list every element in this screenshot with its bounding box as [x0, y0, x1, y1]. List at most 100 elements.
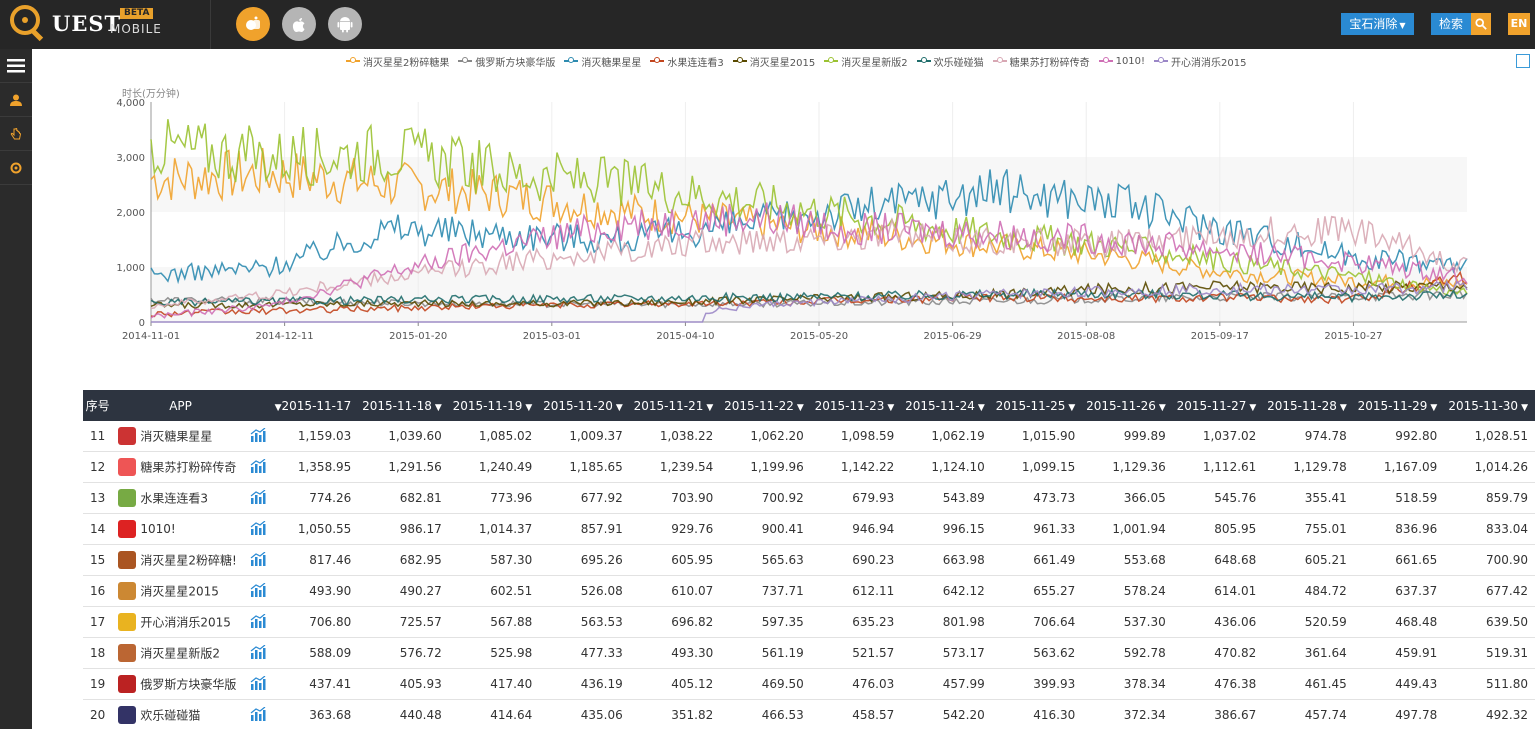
legend-item[interactable]: 水果连连看3 — [650, 54, 724, 69]
trend-chart-button[interactable] — [248, 575, 268, 607]
sidebar-menu-button[interactable] — [0, 49, 32, 83]
trend-chart-button[interactable] — [248, 606, 268, 638]
app-cell[interactable]: 糖果苏打粉碎传奇 — [112, 451, 249, 483]
app-cell[interactable]: 消灭星星2粉碎糖! — [112, 544, 249, 576]
trend-chart-button[interactable] — [248, 637, 268, 669]
table-row[interactable]: 13 水果连连看3 774.26 682.81 773.96 677.92 703.90 70… — [83, 482, 1535, 514]
column-header-date[interactable]: 2015-11-23 ▼ — [810, 390, 902, 421]
value-cell: 588.09 — [267, 637, 359, 669]
sidebar-hand-button[interactable] — [0, 117, 32, 151]
legend-item[interactable]: 欢乐碰碰猫 — [916, 54, 984, 69]
value-cell: 1,028.51 — [1444, 421, 1535, 452]
sort-arrow-icon: ▼ — [706, 402, 714, 413]
value-cell: 946.94 — [810, 513, 902, 545]
app-cell[interactable]: 欢乐碰碰猫 — [112, 699, 249, 729]
logo[interactable]: UEST MOBILE BETA — [0, 0, 211, 49]
language-button[interactable]: EN — [1508, 13, 1530, 35]
column-header-date[interactable]: 2015-11-21 ▼ — [629, 390, 721, 421]
platform-android-button[interactable] — [328, 7, 362, 41]
value-cell: 1,240.49 — [448, 451, 540, 483]
app-cell[interactable]: 俄罗斯方块豪华版 — [112, 668, 249, 700]
legend-item[interactable]: 开心消消乐2015 — [1154, 54, 1247, 69]
table-row[interactable]: 12 糖果苏打粉碎传奇 1,358.95 1,291.56 1,240.49 1,185.… — [83, 451, 1535, 483]
value-cell: 543.89 — [901, 482, 992, 514]
column-header-date[interactable]: 2015-11-29 ▼ — [1353, 390, 1445, 421]
legend-item[interactable]: 消灭星星2粉碎糖果 — [346, 54, 450, 69]
value-cell: 497.78 — [1353, 699, 1445, 729]
sidebar-user-button[interactable] — [0, 83, 32, 117]
value-cell: 706.64 — [991, 606, 1083, 638]
sort-arrow-icon: ▼ — [1339, 402, 1347, 413]
legend-item[interactable]: 糖果苏打粉碎传奇 — [992, 54, 1090, 69]
value-cell: 469.50 — [720, 668, 811, 700]
column-header-date[interactable]: 2015-11-18 ▼ — [358, 390, 449, 421]
column-header-date[interactable]: 2015-11-25 ▼ — [991, 390, 1083, 421]
trend-chart-button[interactable] — [248, 482, 268, 514]
value-cell: 492.32 — [1444, 699, 1535, 729]
table-row[interactable]: 11 消灭糖果星星 1,159.03 1,039.60 1,085.02 1,009.37… — [83, 421, 1535, 452]
column-header-date-label: 2015-11-21 — [633, 398, 704, 413]
bar-chart-icon — [250, 458, 266, 473]
app-icon — [118, 520, 137, 538]
app-cell[interactable]: 开心消消乐2015 — [112, 606, 249, 638]
legend-item[interactable]: 消灭糖果星星 — [564, 54, 641, 69]
series-line — [150, 287, 1468, 307]
legend-label: 消灭星星2粉碎糖果 — [363, 57, 450, 69]
value-cell: 605.21 — [1263, 544, 1354, 576]
app-cell[interactable]: 消灭星星新版2 — [112, 637, 249, 669]
legend-item[interactable]: 消灭星星新版2 — [824, 54, 908, 69]
value-cell: 986.17 — [358, 513, 449, 545]
table-row[interactable]: 15 消灭星星2粉碎糖! 817.46 682.95 587.30 695.26 605.9… — [83, 544, 1535, 576]
column-header-date[interactable]: 2015-11-20 ▼ — [539, 390, 630, 421]
save-image-icon[interactable] — [1516, 54, 1530, 68]
sort-arrow-icon: ▼ — [977, 402, 985, 413]
table-row[interactable]: 18 消灭星星新版2 588.09 576.72 525.98 477.33 493.30 5… — [83, 637, 1535, 669]
column-header-date[interactable]: 2015-11-17▼ — [267, 390, 359, 421]
value-cell: 737.71 — [720, 575, 811, 607]
sidebar-settings-button[interactable] — [0, 151, 32, 185]
table-row[interactable]: 19 俄罗斯方块豪华版 437.41 405.93 417.40 436.19 405.12… — [83, 668, 1535, 700]
category-dropdown[interactable]: 宝石消除 ▼ — [1341, 13, 1414, 35]
value-cell: 1,038.22 — [629, 421, 721, 452]
trend-chart-button[interactable] — [248, 513, 268, 545]
search-button[interactable]: 检索 — [1431, 13, 1471, 35]
value-cell: 1,142.22 — [810, 451, 902, 483]
app-icon — [118, 613, 137, 631]
column-header-date[interactable]: 2015-11-30 ▼ — [1444, 390, 1535, 421]
column-header-date[interactable]: 2015-11-27 ▼ — [1172, 390, 1264, 421]
search-icon-button[interactable] — [1471, 13, 1491, 35]
trend-chart-button[interactable] — [248, 451, 268, 483]
column-header-date-label: 2015-11-20 — [543, 398, 613, 413]
column-header-date[interactable]: 2015-11-24 ▼ — [901, 390, 992, 421]
trend-chart-button[interactable] — [248, 421, 268, 452]
value-cell: 648.68 — [1172, 544, 1264, 576]
legend-item[interactable]: 消灭星星2015 — [732, 54, 815, 69]
table-row[interactable]: 16 消灭星星2015 493.90 490.27 602.51 526.08 610.07… — [83, 575, 1535, 607]
app-cell[interactable]: 消灭糖果星星 — [112, 421, 249, 452]
logo-mobile: MOBILE — [110, 22, 162, 36]
platform-all-button[interactable] — [236, 7, 270, 41]
bar-chart-icon — [250, 644, 266, 659]
app-icon — [118, 458, 137, 476]
trend-chart-button[interactable] — [248, 699, 268, 729]
column-header-date-label: 2015-11-19 — [452, 398, 523, 413]
hand-icon — [10, 127, 22, 139]
legend-item[interactable]: 1010! — [1098, 54, 1145, 68]
column-header-date[interactable]: 2015-11-28 ▼ — [1263, 390, 1354, 421]
app-cell[interactable]: 消灭星星2015 — [112, 575, 249, 607]
table-row[interactable]: 17 开心消消乐2015 706.80 725.57 567.88 563.53 696.8… — [83, 606, 1535, 638]
trend-chart-button[interactable] — [248, 544, 268, 576]
column-header-date[interactable]: 2015-11-22 ▼ — [720, 390, 811, 421]
app-icon — [118, 675, 137, 693]
trend-chart-button[interactable] — [248, 668, 268, 700]
legend-item[interactable]: 俄罗斯方块豪华版 — [458, 54, 556, 69]
value-cell: 1,099.15 — [991, 451, 1083, 483]
platform-ios-button[interactable] — [282, 7, 316, 41]
app-cell[interactable]: 1010! — [112, 513, 249, 545]
table-row[interactable]: 20 欢乐碰碰猫 363.68 440.48 414.64 435.06 351.82 466… — [83, 699, 1535, 729]
legend-label: 俄罗斯方块豪华版 — [475, 57, 556, 69]
column-header-date[interactable]: 2015-11-26 ▼ — [1082, 390, 1173, 421]
app-cell[interactable]: 水果连连看3 — [112, 482, 249, 514]
column-header-date[interactable]: 2015-11-19 ▼ — [448, 390, 540, 421]
table-row[interactable]: 14 1010! 1,050.55 986.17 1,014.37 857.91 929.7… — [83, 513, 1535, 545]
